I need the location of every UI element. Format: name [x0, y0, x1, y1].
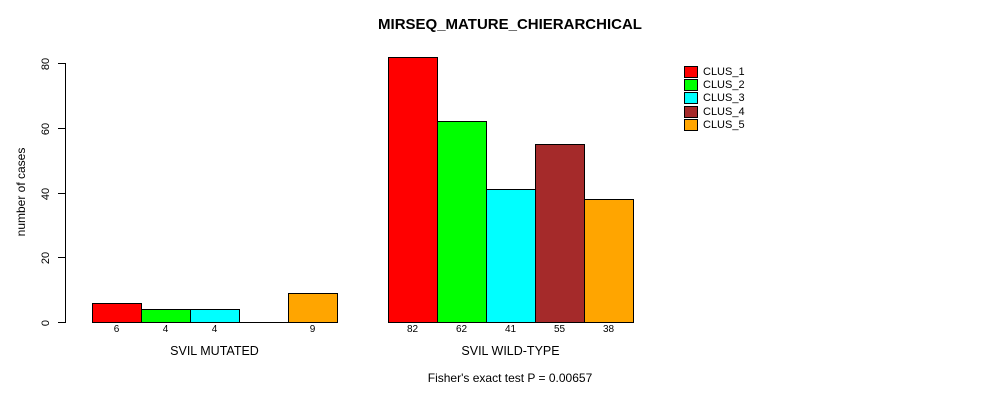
legend-label: CLUS_3: [703, 92, 745, 104]
bar-value-label: 55: [553, 324, 566, 335]
bar-value-label: 41: [504, 324, 517, 335]
y-tick-mark: [58, 63, 65, 64]
y-tick-label: 40: [40, 187, 52, 200]
y-tick-mark: [58, 128, 65, 129]
legend-label: CLUS_1: [703, 66, 745, 78]
bar-value-label: 6: [113, 324, 120, 335]
legend-swatch-clus_2: [684, 79, 698, 91]
bar-clus_3: [190, 309, 240, 323]
bar-value-label: 4: [162, 324, 169, 335]
chart-title: MIRSEQ_MATURE_CHIERARCHICAL: [378, 16, 642, 33]
y-tick-label: 0: [40, 319, 52, 326]
y-tick-mark: [58, 322, 65, 323]
y-tick-mark: [58, 193, 65, 194]
group-label-svil-wild-type: SVIL WILD-TYPE: [461, 344, 560, 358]
bar-clus_5: [288, 293, 338, 323]
legend-label: CLUS_5: [703, 119, 745, 131]
group-label-svil-mutated: SVIL MUTATED: [170, 344, 259, 358]
y-tick-label: 20: [40, 251, 52, 264]
bar-clus_1: [92, 303, 142, 323]
y-tick-mark: [58, 257, 65, 258]
subtitle-fisher-test: Fisher's exact test P = 0.00657: [427, 371, 593, 385]
bar-clus_2: [437, 121, 487, 323]
bar-clus_3: [486, 189, 536, 323]
legend-label: CLUS_2: [703, 79, 745, 91]
bar-value-label: 9: [309, 324, 316, 335]
y-axis-label: number of cases: [14, 147, 28, 237]
legend-swatch-clus_1: [684, 66, 698, 78]
bar-value-label: 82: [406, 324, 419, 335]
bar-clus_2: [141, 309, 191, 323]
legend-swatch-clus_4: [684, 106, 698, 118]
legend-label: CLUS_4: [703, 106, 745, 118]
bar-value-label: 62: [455, 324, 468, 335]
y-axis-line: [65, 63, 66, 323]
bar-value-label: 4: [211, 324, 218, 335]
legend-swatch-clus_3: [684, 92, 698, 104]
y-tick-label: 80: [40, 57, 52, 70]
bar-clus_5: [584, 199, 634, 323]
bar-value-label: 38: [602, 324, 615, 335]
bar-clus_1: [388, 57, 438, 323]
y-tick-label: 60: [40, 122, 52, 135]
bar-clus_4: [535, 144, 585, 323]
legend-swatch-clus_5: [684, 119, 698, 131]
